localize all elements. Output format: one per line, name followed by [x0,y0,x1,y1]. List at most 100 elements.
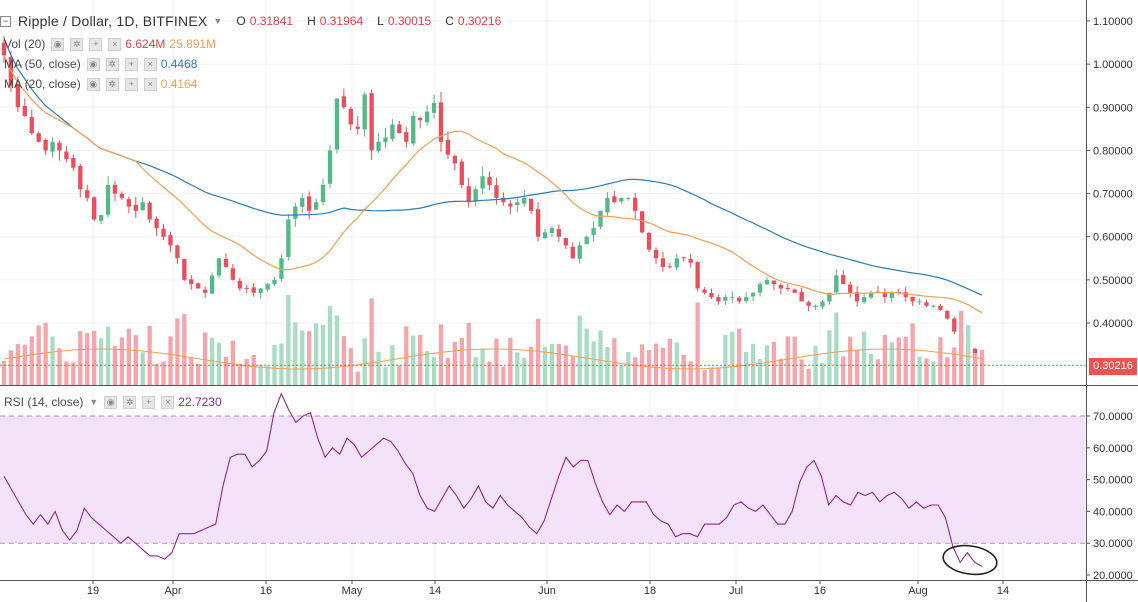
volume-bar [841,356,846,385]
legend-ma20-label: MA (20, close) [4,77,81,91]
legend-ma20-value: 0.4164 [160,77,198,91]
candle-body [903,292,908,298]
ohlc-high-key: H [307,14,316,28]
volume-bar [362,338,367,385]
candle-body [584,236,589,245]
volume-bar [917,356,922,385]
gear-icon[interactable]: ✲ [105,57,119,71]
ohlc-close-value: 0.30216 [457,14,502,28]
rsi-axis: 70.0000 60.0000 50.0000 40.0000 30.0000 20.00… [1086,411,1133,582]
volume-bar [182,314,187,385]
candle-body [313,202,319,210]
gear-icon[interactable]: ✲ [70,37,84,51]
volume-ma-line [3,348,983,370]
candle-body [785,287,790,289]
rsi-tick-label: 60.0000 [1093,443,1133,455]
price-tick-label: 0.90000 [1093,102,1133,114]
candle-body [452,155,458,164]
candle-body [119,193,125,198]
volume-bar [688,361,693,385]
volume-bar [508,337,513,385]
candle-body [202,289,208,293]
candle-body [29,117,34,134]
candle-body [716,297,721,302]
volume-bar [369,298,374,385]
candle-body [764,279,770,285]
volume-bar [355,371,360,385]
volume-bar [882,334,888,385]
rsi-band [0,416,1085,544]
candle-body [501,197,506,203]
time-tick-label: 16 [260,585,272,597]
close-icon[interactable]: × [143,57,157,71]
volume-bar [959,310,964,385]
price-tick-label: 0.60000 [1093,232,1133,244]
volume-bar [279,343,284,385]
add-icon[interactable]: + [124,57,138,71]
candle-body [175,245,180,259]
volume-bar [105,326,111,385]
volume-bar [515,352,520,385]
time-tick-label: Aug [908,585,928,597]
candle-body [480,176,485,189]
candle-body [917,301,922,303]
volume-bar [591,341,596,385]
rsi-tick-label: 70.0000 [1093,411,1133,423]
volume-bar [612,338,617,385]
eye-icon[interactable]: ◉ [51,37,65,51]
candle-body [528,198,534,211]
close-icon[interactable]: × [143,77,157,91]
candle-body [293,206,298,219]
candle-body [709,292,714,298]
candle-body [660,258,666,267]
volume-bar [64,361,69,385]
volume-bar [424,351,430,385]
candle-body [494,185,499,198]
candle-body [806,302,811,306]
close-icon[interactable]: × [161,395,175,409]
candle-body [369,93,374,151]
candle-body [674,258,679,268]
volume-bar [175,318,180,385]
candle-body [522,197,527,204]
add-icon[interactable]: + [142,395,156,409]
volume-bar [910,323,915,385]
candle-body [868,292,874,298]
candle-body [445,139,451,155]
price-tick-label: 0.50000 [1093,275,1133,287]
candle-body [938,305,943,311]
chevron-down-icon[interactable]: ▼ [213,16,223,26]
legend-rsi: RSI (14, close) ▼ ◉ ✲ + × 22.7230 [4,394,222,410]
volume-bar [931,361,936,385]
volume-bar [744,351,749,385]
volume-bar [286,295,291,385]
gear-icon[interactable]: ✲ [105,77,119,91]
candle-body [827,292,832,302]
candle-body [667,266,673,268]
volume-bar [244,358,249,385]
eye-icon[interactable]: ◉ [104,395,118,409]
ohlc-high-value: 0.31964 [319,14,364,28]
candle-body [431,102,437,113]
eye-icon[interactable]: ◉ [86,57,100,71]
volume-bar [223,357,229,385]
volume-bar [626,352,631,385]
volume-bar [799,359,804,385]
legend-rsi-value: 22.7230 [178,395,222,409]
gear-icon[interactable]: ✲ [123,395,137,409]
volume-bar [653,343,659,385]
candle-body [750,292,756,297]
volume-bar [605,347,610,385]
eye-icon[interactable]: ◉ [86,77,100,91]
chevron-down-icon[interactable]: ▼ [89,397,99,407]
add-icon[interactable]: + [124,77,138,91]
add-icon[interactable]: + [89,37,103,51]
time-tick-label: 14 [997,585,1009,597]
close-icon[interactable]: × [108,37,122,51]
volume-bar [196,363,201,385]
collapse-icon[interactable]: − [0,15,11,27]
volume-bar [827,330,832,385]
candle-body [216,258,222,276]
volume-bar [785,336,790,385]
